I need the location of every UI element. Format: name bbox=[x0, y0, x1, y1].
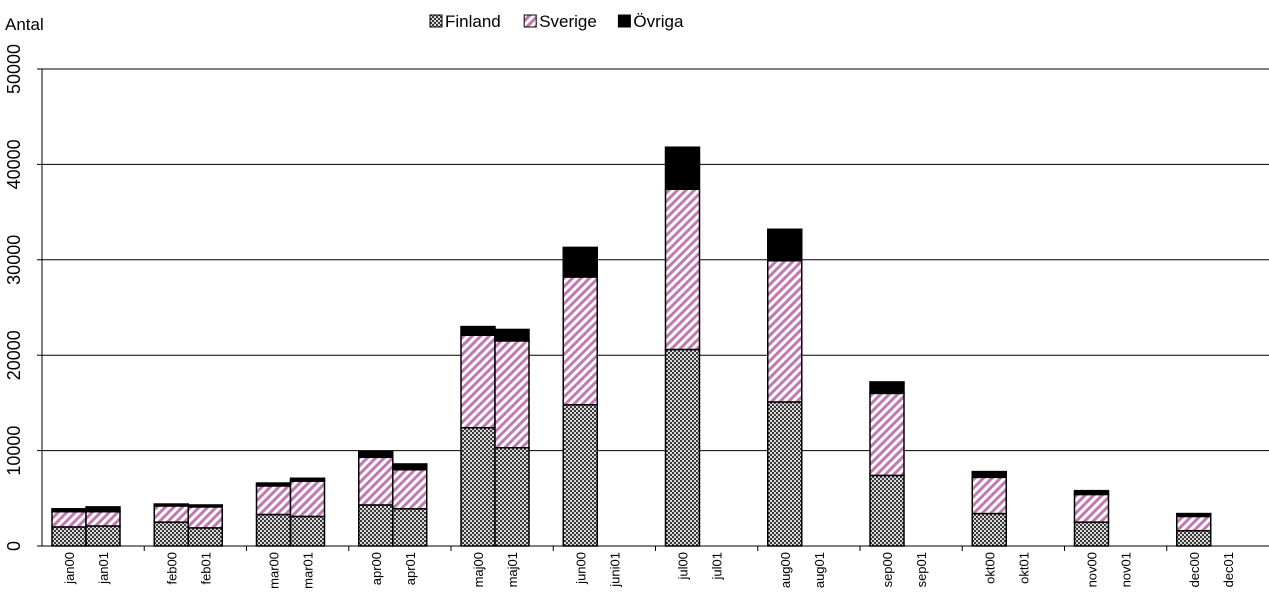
bar-segment-sverige-jan00 bbox=[51, 510, 87, 528]
bar-segment-vriga-feb00 bbox=[153, 503, 189, 507]
x-tick-label: juni01 bbox=[607, 552, 622, 588]
x-tick-label: sep01 bbox=[914, 552, 929, 587]
x-tick-label: feb01 bbox=[198, 552, 213, 585]
legend: Finland Sverige Övriga bbox=[429, 12, 684, 31]
x-tick-label: aug01 bbox=[812, 552, 827, 588]
legend-swatch-sverige bbox=[523, 14, 537, 28]
bar-segment-vriga-jun00 bbox=[562, 246, 598, 278]
x-tick-label: maj00 bbox=[471, 552, 486, 587]
bar-segment-sverige-aug00 bbox=[767, 260, 803, 403]
bar-segment-vriga-okt00 bbox=[971, 470, 1007, 479]
bar-segment-finland-jun00 bbox=[562, 404, 598, 547]
bar-segment-finland-mar01 bbox=[289, 515, 326, 547]
bar-segment-vriga-apr01 bbox=[392, 463, 428, 471]
bar-segment-sverige-dec00 bbox=[1176, 515, 1212, 532]
bar-segment-finland-maj01 bbox=[494, 446, 530, 547]
bar-segment-finland-aug00 bbox=[767, 401, 803, 547]
bar-segment-sverige-feb01 bbox=[187, 506, 223, 529]
bar-segment-finland-jan01 bbox=[85, 525, 121, 547]
bar-segment-sverige-maj01 bbox=[494, 340, 530, 449]
x-tick-label: dec00 bbox=[1187, 552, 1202, 587]
bar-segment-sverige-okt00 bbox=[971, 476, 1007, 515]
legend-swatch-finland bbox=[429, 14, 443, 28]
x-tick-label: maj01 bbox=[505, 552, 520, 587]
bar-segment-finland-dec00 bbox=[1176, 529, 1212, 547]
bar-segment-vriga-mar00 bbox=[255, 482, 292, 487]
bar-segment-vriga-maj00 bbox=[460, 325, 496, 336]
bar-segment-finland-feb01 bbox=[187, 527, 223, 547]
bars bbox=[51, 146, 1212, 547]
y-tick-label: 30000 bbox=[4, 235, 24, 285]
bar-segment-sverige-apr01 bbox=[392, 468, 428, 510]
bar-segment-sverige-feb00 bbox=[153, 505, 189, 523]
bar-segment-vriga-apr00 bbox=[358, 450, 394, 459]
bar-segment-vriga-jan00 bbox=[51, 508, 87, 513]
bar-segment-finland-maj00 bbox=[460, 426, 496, 547]
bar-segment-sverige-apr00 bbox=[358, 456, 394, 506]
x-tick-label: feb00 bbox=[164, 552, 179, 585]
x-tick-label: jan00 bbox=[62, 552, 77, 585]
y-tick-label: 50000 bbox=[4, 44, 24, 94]
bar-segment-sverige-mar01 bbox=[289, 480, 326, 518]
x-tick-label: aug00 bbox=[778, 552, 793, 588]
bar-segment-finland-sep00 bbox=[869, 474, 905, 547]
bar-segment-sverige-jan01 bbox=[85, 510, 121, 527]
bar-segment-vriga-feb01 bbox=[187, 504, 223, 508]
y-tick-label: 10000 bbox=[4, 426, 24, 476]
bar-segment-vriga-nov00 bbox=[1073, 489, 1110, 496]
x-tick-label: jul00 bbox=[676, 552, 691, 580]
x-tick-label: dec01 bbox=[1221, 552, 1236, 587]
bar-segment-finland-mar00 bbox=[255, 513, 292, 547]
bar-segment-vriga-maj01 bbox=[494, 328, 530, 342]
y-axis-label: Antal bbox=[5, 15, 44, 34]
bar-segment-sverige-jul00 bbox=[664, 188, 701, 351]
y-tick-label: 20000 bbox=[4, 330, 24, 380]
x-tick-label: apr00 bbox=[369, 552, 384, 585]
bar-segment-finland-apr01 bbox=[392, 508, 428, 547]
legend-swatch-vriga bbox=[617, 14, 631, 28]
x-tick-label: mar00 bbox=[267, 552, 282, 589]
gridlines bbox=[42, 68, 1269, 452]
bar-segment-finland-nov00 bbox=[1073, 521, 1110, 547]
y-tick-label: 40000 bbox=[4, 139, 24, 189]
bar-segment-vriga-jul00 bbox=[664, 146, 701, 190]
bar-segment-vriga-aug00 bbox=[767, 228, 803, 262]
bar-segment-finland-jul00 bbox=[664, 348, 701, 547]
legend-label: Övriga bbox=[633, 12, 684, 31]
bar-segment-finland-feb00 bbox=[153, 521, 189, 547]
x-tick-label: nov00 bbox=[1085, 552, 1100, 587]
bar-segment-sverige-nov00 bbox=[1073, 493, 1110, 523]
y-tick-label: 0 bbox=[4, 541, 24, 551]
x-tick-label: apr01 bbox=[403, 552, 418, 585]
bar-segment-vriga-dec00 bbox=[1176, 512, 1212, 518]
bar-segment-sverige-jun00 bbox=[562, 276, 598, 406]
x-tick-label: mar01 bbox=[301, 552, 316, 589]
bar-segment-sverige-sep00 bbox=[869, 392, 905, 477]
x-tick-label: jan01 bbox=[96, 552, 111, 585]
bar-segment-sverige-mar00 bbox=[255, 485, 292, 516]
legend-label: Sverige bbox=[539, 12, 597, 31]
x-tick-label: sep00 bbox=[880, 552, 895, 587]
legend-label: Finland bbox=[445, 12, 501, 31]
bar-segment-vriga-sep00 bbox=[869, 381, 905, 395]
x-tick-label: okt00 bbox=[982, 552, 997, 584]
bar-segment-finland-apr00 bbox=[358, 504, 394, 547]
bar-segment-sverige-maj00 bbox=[460, 334, 496, 429]
x-tick-label: okt01 bbox=[1016, 552, 1031, 584]
x-tick-label: nov01 bbox=[1119, 552, 1134, 587]
bar-segment-vriga-jan01 bbox=[85, 506, 121, 513]
bar-segment-vriga-mar01 bbox=[289, 477, 326, 482]
axes: 0 10000 20000 30000 40000 50000 jan00 jan01 feb0… bbox=[4, 44, 1269, 589]
bar-segment-finland-jan00 bbox=[51, 526, 87, 547]
x-tick-label: jul01 bbox=[710, 552, 725, 580]
bar-segment-finland-okt00 bbox=[971, 512, 1007, 547]
x-tick-label: jun00 bbox=[573, 552, 588, 585]
